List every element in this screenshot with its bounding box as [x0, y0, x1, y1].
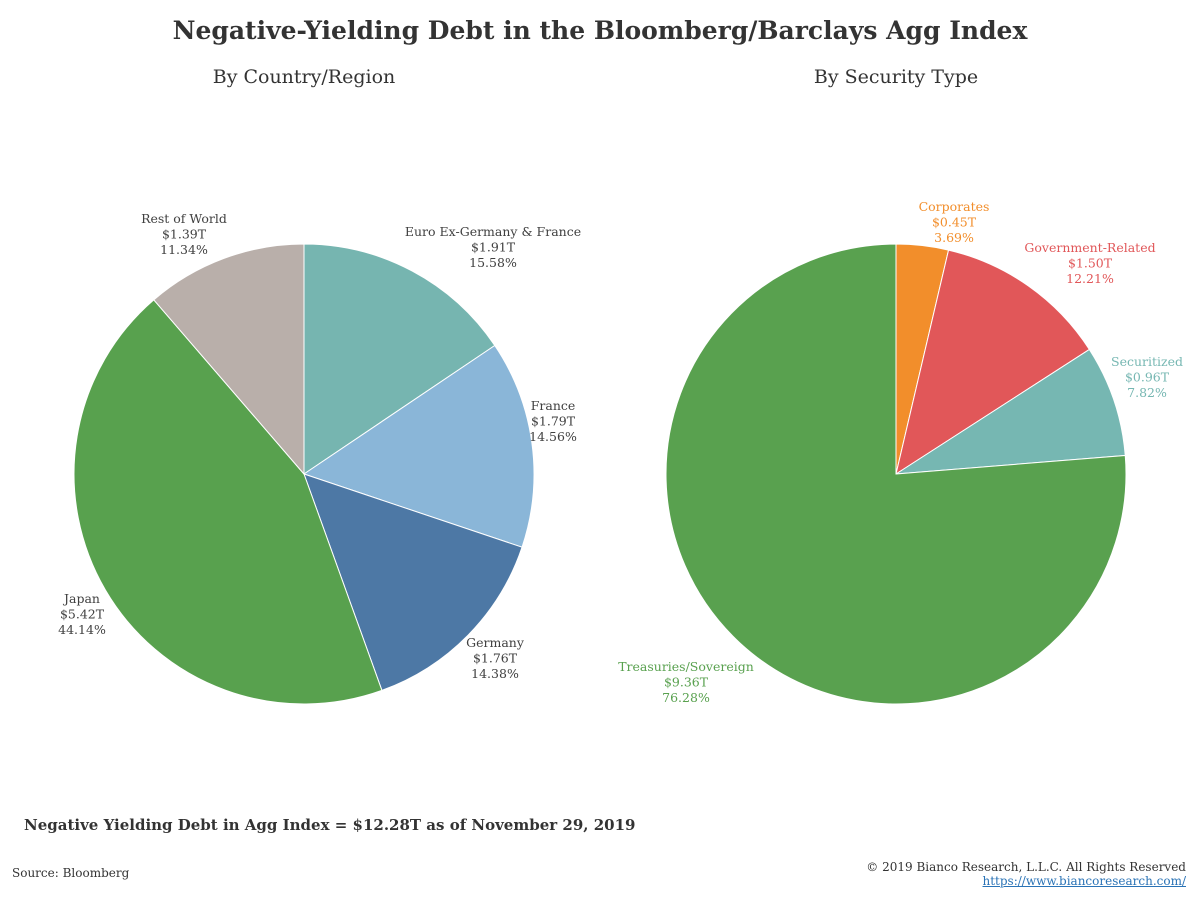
pie-slice-rest-of-world: [153, 243, 305, 476]
pie-slice-securitized: [895, 348, 1126, 475]
slice-label-percent-france: 14.56%: [529, 429, 577, 444]
slice-label-name-corporates: Corporates: [919, 199, 990, 214]
pie-left-title: By Country/Region: [212, 66, 396, 88]
pie-slice-japan: [73, 299, 383, 705]
pie-slice-germany: [303, 473, 523, 692]
pie-slice-france: [302, 344, 535, 548]
slice-label-percent-government-related: 12.21%: [1066, 271, 1114, 286]
pie-right-title: By Security Type: [813, 66, 979, 88]
slice-label-value-germany: $1.76T: [473, 651, 518, 666]
slice-label-value-rest-of-world: $1.39T: [162, 227, 207, 242]
slice-label-name-france: France: [531, 398, 576, 413]
slice-label-name-germany: Germany: [466, 635, 525, 650]
slice-label-percent-rest-of-world: 11.34%: [160, 242, 208, 257]
slice-label-percent-corporates: 3.69%: [934, 230, 974, 245]
slice-label-name-euro-ex-germany-france: Euro Ex-Germany & France: [405, 224, 581, 239]
pie-slice-euro-ex-germany-france: [303, 243, 496, 475]
slice-label-value-corporates: $0.45T: [932, 215, 977, 230]
slice-label-name-treasuries-sovereign: Treasuries/Sovereign: [618, 659, 754, 674]
slice-label-name-government-related: Government-Related: [1024, 240, 1155, 255]
pie-slice-government-related: [895, 249, 1091, 476]
slice-label-percent-japan: 44.14%: [58, 622, 106, 637]
source-note: Source: Bloomberg: [12, 866, 130, 880]
slice-label-name-japan: Japan: [62, 591, 100, 606]
slice-label-value-france: $1.79T: [531, 414, 576, 429]
slice-label-name-securitized: Securitized: [1111, 354, 1183, 369]
slice-label-value-treasuries-sovereign: $9.36T: [664, 675, 709, 690]
slice-label-percent-securitized: 7.82%: [1127, 385, 1167, 400]
slice-label-value-securitized: $0.96T: [1125, 370, 1170, 385]
total-footnote: Negative Yielding Debt in Agg Index = $1…: [24, 816, 636, 834]
slice-label-percent-treasuries-sovereign: 76.28%: [662, 690, 710, 705]
copyright-note: © 2019 Bianco Research, L.L.C. All Right…: [866, 860, 1186, 874]
slice-label-percent-germany: 14.38%: [471, 666, 519, 681]
slice-label-value-japan: $5.42T: [60, 607, 105, 622]
website-link[interactable]: https://www.biancoresearch.com/: [982, 874, 1186, 888]
chart-title: Negative-Yielding Debt in the Bloomberg/…: [172, 16, 1028, 45]
pie-slice-treasuries-sovereign: [665, 243, 1127, 705]
slice-label-value-government-related: $1.50T: [1068, 256, 1113, 271]
pie-security-type: Corporates$0.45T3.69%Government-Related$…: [618, 199, 1183, 705]
slice-label-value-euro-ex-germany-france: $1.91T: [471, 240, 516, 255]
slice-label-name-rest-of-world: Rest of World: [141, 211, 227, 226]
slice-label-percent-euro-ex-germany-france: 15.58%: [469, 255, 517, 270]
